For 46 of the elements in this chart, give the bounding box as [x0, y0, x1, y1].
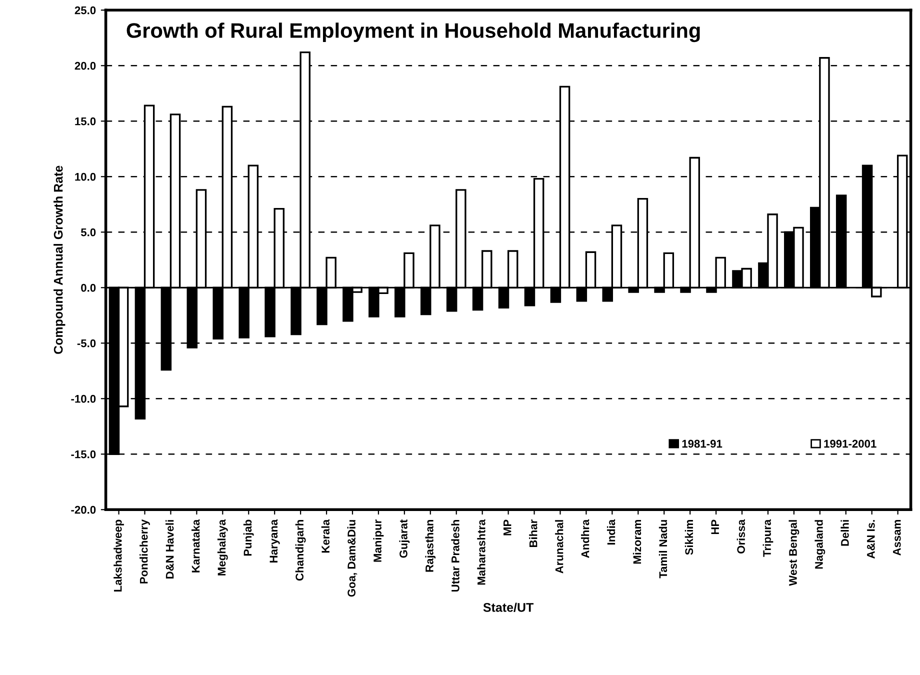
y-tick-label: -10.0 — [71, 394, 96, 403]
x-axis-title: State/UT — [483, 602, 534, 612]
y-tick-label: 15.0 — [75, 117, 96, 126]
x-tick-label: Manipur — [373, 520, 384, 562]
x-tick-label: Haryana — [270, 519, 280, 562]
x-tick-label: Sikkim — [684, 520, 694, 555]
x-tick-label: MP — [504, 520, 512, 536]
x-tick-label: A&N Is. — [867, 520, 875, 559]
x-tick-label: India — [606, 519, 616, 545]
y-tick-label: -15.0 — [71, 450, 96, 458]
x-tick-label: Orissa — [736, 519, 745, 554]
x-tick-label: Bihar — [529, 520, 538, 548]
y-tick-label: 5.0 — [80, 228, 96, 236]
y-tick-label: -20.0 — [71, 506, 96, 514]
x-tick-label: Nagaland — [814, 520, 826, 569]
x-tick-label: Chandigarh — [295, 520, 306, 581]
x-tick-label: Goa, Dam&Diu — [347, 520, 358, 597]
x-tick-label: Karnataka — [192, 519, 200, 572]
x-tick-label: Meghalaya — [217, 519, 228, 576]
y-tick-label: -5.0 — [77, 339, 96, 348]
x-tick-label: Assam — [893, 520, 901, 556]
x-tick-label: Andhra — [581, 519, 590, 558]
y-tick-label: 25.0 — [74, 6, 96, 14]
x-tick-label: Lakshadweep — [114, 520, 124, 592]
y-tick-label: 0.0 — [81, 284, 96, 292]
x-tick-label: Rajasthan — [425, 520, 436, 572]
x-tick-label: Mizoram — [632, 520, 642, 564]
x-tick-label: Tripura — [762, 519, 774, 557]
x-tick-label: D&N Haveli — [166, 520, 174, 578]
y-axis-title: Compound Annual Growth Rate — [54, 166, 66, 354]
x-tick-label: Punjab — [243, 520, 254, 556]
x-tick-label: Delhi — [840, 520, 849, 546]
x-tick-label: Kerala — [321, 519, 330, 553]
x-tick-label: Gujarat — [399, 519, 410, 558]
x-tick-label: Tamil Nadu — [658, 520, 668, 578]
legend-label: 1981-91 — [682, 440, 722, 448]
x-tick-label: West Bengal — [788, 520, 800, 586]
text: Growth of Rural Employment in Household Manufacturing — [126, 22, 700, 42]
x-tick-label: HP — [711, 520, 719, 534]
y-tick-label: 10.0 — [75, 172, 96, 181]
x-tick-label: Uttar Pradesh — [451, 520, 460, 592]
legend-label: 1991-2001 — [824, 440, 876, 448]
x-tick-label: Pondicherry — [140, 519, 150, 584]
x-tick-label: Maharashtra — [477, 519, 486, 585]
y-tick-label: 20.0 — [74, 62, 96, 70]
x-tick-label: Arunachal — [555, 520, 564, 574]
